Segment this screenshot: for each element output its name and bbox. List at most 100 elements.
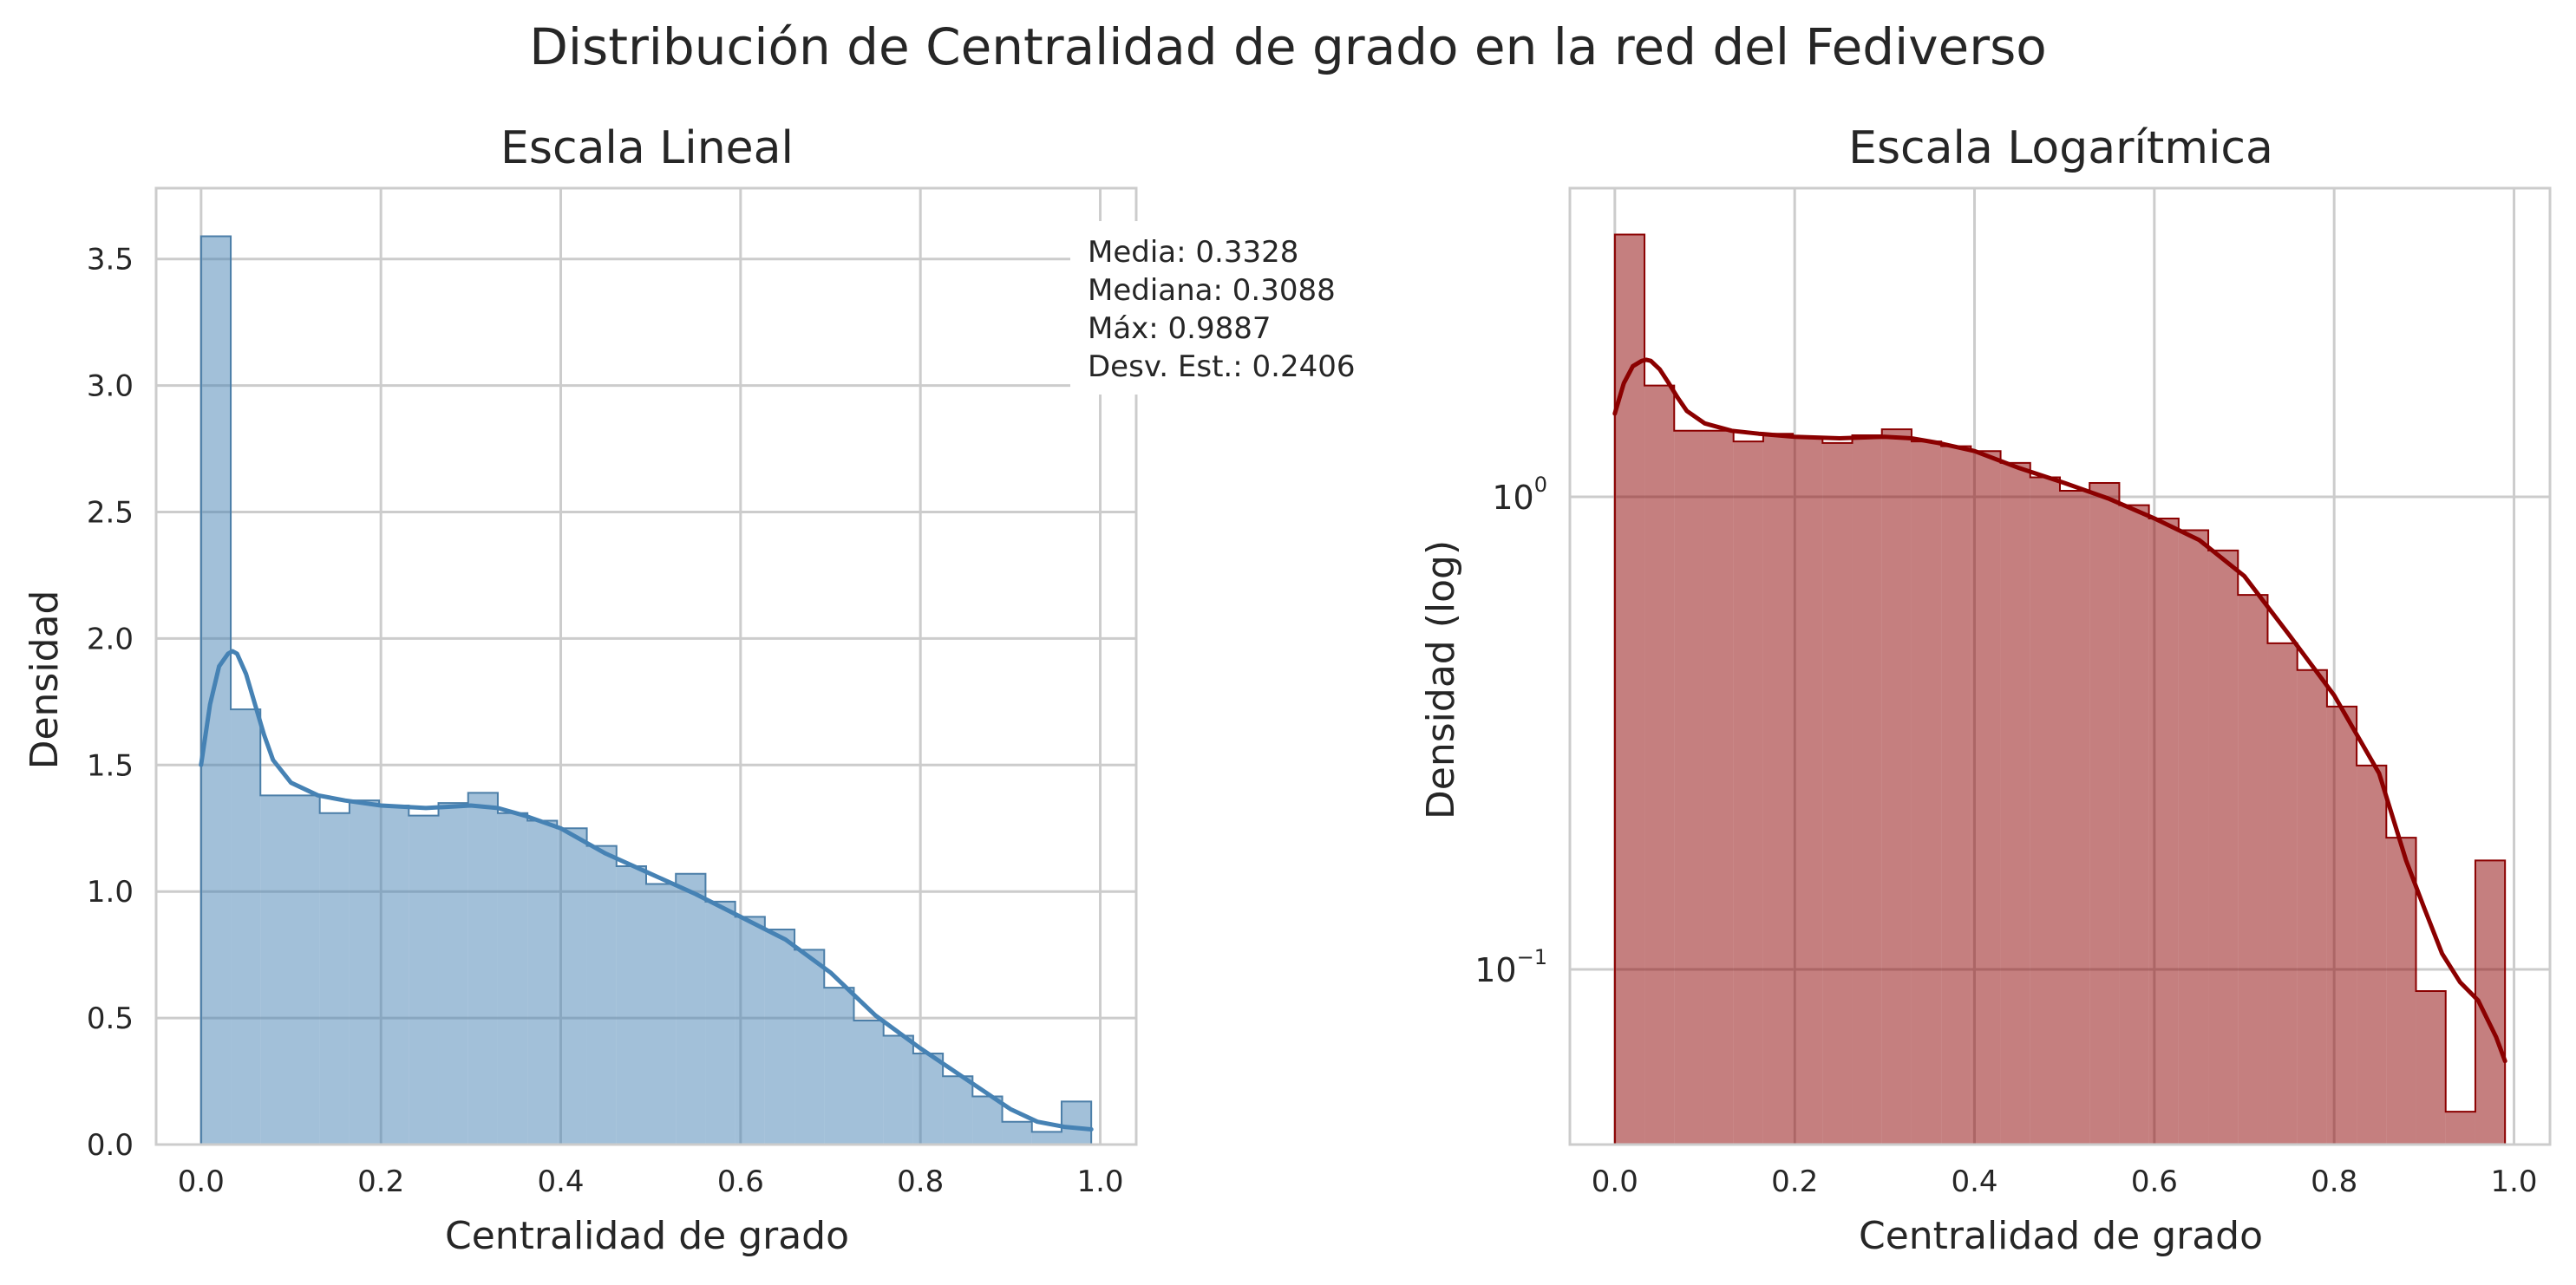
log-hist-bar — [2357, 765, 2387, 1145]
linear-hist-bar — [616, 866, 646, 1145]
linear-hist-bar — [586, 845, 617, 1145]
linear-hist-bar — [646, 884, 677, 1145]
linear-hist-bar — [1031, 1132, 1062, 1145]
log-hist-bar — [2208, 550, 2239, 1145]
log-x-tick-label: 0.2 — [1771, 1164, 1818, 1199]
linear-y-ticks: 0.0 0.5 1.0 1.5 2.0 2.5 3.0 3.5 — [87, 243, 134, 1163]
linear-kde-curve-group — [199, 649, 1094, 1132]
log-histogram-bars — [1613, 233, 2507, 1145]
log-hist-bar — [1941, 446, 1971, 1145]
log-hist-bar — [1762, 434, 1794, 1145]
linear-hist-bar — [260, 795, 291, 1145]
linear-hist-bar — [379, 805, 409, 1145]
log-hist-bar — [2178, 530, 2209, 1145]
linear-hist-bar — [1061, 1101, 1092, 1145]
log-y-axis-label: Densidad (log) — [1419, 540, 1463, 819]
log-hist-bar — [2416, 990, 2446, 1145]
linear-panel: Escala Lineal 0.0 0.2 0.4 0.6 0.8 1.0 0.0 0.5 1… — [23, 122, 1383, 1258]
linear-hist-bar — [943, 1076, 973, 1145]
linear-hist-bar — [1002, 1121, 1032, 1145]
log-hist-bar — [1911, 441, 1942, 1145]
log-hist-bar — [1644, 385, 1675, 1145]
log-hist-bar — [2445, 1112, 2475, 1145]
log-x-tick-label: 0.4 — [1951, 1164, 1997, 1199]
log-hist-bar — [1881, 429, 1912, 1145]
linear-x-tick-label: 0.0 — [178, 1164, 225, 1199]
log-x-ticks: 0.0 0.2 0.4 0.6 0.8 1.0 — [1592, 1164, 2538, 1199]
linear-hist-bar — [912, 1053, 944, 1145]
log-hist-bar — [1733, 441, 1763, 1145]
linear-hist-bar — [972, 1096, 1003, 1145]
linear-hist-bar — [883, 1035, 913, 1145]
log-hist-bar — [2060, 491, 2090, 1145]
log-hist-bar — [1614, 234, 1645, 1145]
linear-hist-bar — [557, 828, 587, 1145]
linear-histogram-bars — [199, 235, 1093, 1145]
stats-median: Mediana: 0.3088 — [1088, 273, 1336, 308]
stats-annotation-box — [1070, 221, 1383, 395]
stats-annotation: Media: 0.3328 Mediana: 0.3088 Máx: 0.988… — [1070, 221, 1383, 395]
log-hist-bar — [1703, 430, 1734, 1145]
linear-axes-frame — [154, 186, 1138, 1146]
linear-x-tick-label: 1.0 — [1076, 1164, 1123, 1199]
linear-hist-bar — [290, 795, 320, 1145]
linear-hist-bar — [438, 803, 468, 1145]
linear-hist-bar — [794, 949, 825, 1145]
log-spines — [1568, 186, 2552, 1146]
log-x-tick-label: 0.8 — [2311, 1164, 2357, 1199]
log-x-tick-label: 0.6 — [2131, 1164, 2178, 1199]
log-hist-bar — [2148, 518, 2179, 1145]
log-hist-bar — [1852, 434, 1882, 1145]
linear-hist-bar — [764, 929, 795, 1145]
log-hist-bar — [2297, 669, 2327, 1145]
log-y-tick-label: 100 — [1492, 473, 1547, 517]
figure-title: Distribución de Centralidad de grado en … — [529, 17, 2047, 76]
log-hist-bar — [1793, 436, 1823, 1145]
log-x-tick-label: 1.0 — [2490, 1164, 2537, 1199]
log-kde-curve — [1612, 357, 2507, 1064]
log-hist-bar — [2030, 477, 2060, 1145]
linear-y-tick-label: 0.5 — [87, 1001, 134, 1036]
log-hist-bar — [2000, 462, 2030, 1145]
log-hist-bar — [1822, 442, 1853, 1145]
linear-y-tick-label: 3.5 — [87, 243, 134, 277]
linear-hist-bar — [824, 988, 854, 1145]
log-hist-bar — [2326, 706, 2357, 1145]
linear-x-ticks: 0.0 0.2 0.4 0.6 0.8 1.0 — [178, 1164, 1124, 1199]
log-axes-frame — [1568, 186, 2552, 1146]
stats-max: Máx: 0.9887 — [1088, 311, 1272, 346]
linear-hist-bar — [319, 812, 350, 1145]
linear-hist-bar — [735, 916, 765, 1145]
log-x-tick-label: 0.0 — [1592, 1164, 1638, 1199]
log-hist-bar — [2119, 505, 2149, 1145]
log-hist-bar — [2386, 838, 2416, 1145]
linear-spines — [154, 186, 1138, 1146]
log-hist-bar — [2267, 642, 2298, 1145]
linear-hist-bar — [527, 820, 558, 1145]
linear-hist-bar — [200, 236, 232, 1145]
linear-hist-bar — [409, 815, 439, 1145]
linear-y-axis-label: Densidad — [23, 590, 67, 770]
log-panel: Escala Logarítmica 0.0 0.2 0.4 0.6 0.8 1.0 10… — [1419, 122, 2552, 1258]
log-hist-bar — [1971, 451, 2001, 1145]
linear-y-tick-label: 1.5 — [87, 748, 134, 783]
stats-std: Desv. Est.: 0.2406 — [1088, 349, 1355, 384]
linear-y-tick-label: 0.0 — [87, 1128, 134, 1163]
log-y-tick-label: 10−1 — [1474, 945, 1547, 989]
log-x-axis-label: Centralidad de grado — [1859, 1214, 2263, 1258]
linear-kde-curve — [199, 649, 1094, 1132]
log-hist-bar — [1674, 430, 1704, 1145]
linear-x-tick-label: 0.6 — [717, 1164, 764, 1199]
log-hist-bar — [2238, 595, 2268, 1145]
linear-x-tick-label: 0.8 — [897, 1164, 944, 1199]
linear-hist-bar — [853, 1021, 884, 1145]
linear-x-tick-label: 0.4 — [537, 1164, 584, 1199]
stats-mean: Media: 0.3328 — [1088, 235, 1298, 270]
linear-y-tick-label: 2.0 — [87, 622, 134, 656]
log-y-ticks: 100 10−1 — [1474, 473, 1547, 989]
linear-hist-bar — [676, 873, 706, 1145]
linear-y-tick-label: 1.0 — [87, 875, 134, 910]
linear-panel-title: Escala Lineal — [500, 122, 794, 174]
linear-hist-bar — [497, 812, 528, 1145]
log-hist-bar — [2089, 482, 2120, 1145]
